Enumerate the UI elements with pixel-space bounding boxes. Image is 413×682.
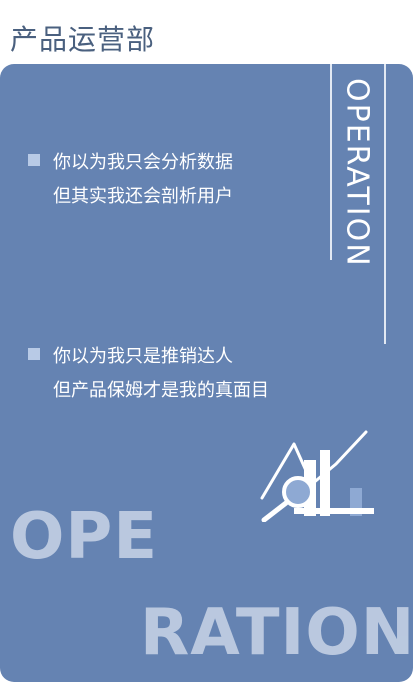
vertical-divider-right bbox=[384, 64, 386, 344]
analytics-magnifier-chart-icon bbox=[260, 430, 374, 522]
statement-line: 但产品保姆才是我的真面目 bbox=[53, 380, 269, 401]
statement-line: 但其实我还会剖析用户 bbox=[53, 186, 233, 207]
bullet-square bbox=[28, 154, 40, 166]
info-card: OPERATION 你以为我只会分析数据 但其实我还会剖析用户 你以为我只是推销… bbox=[0, 64, 413, 682]
side-label: OPERATION bbox=[339, 77, 375, 268]
vertical-divider-left bbox=[330, 64, 332, 260]
background-word-part2: RATION bbox=[140, 596, 413, 670]
page-title: 产品运营部 bbox=[10, 23, 156, 56]
background-word-part1: OPE bbox=[10, 500, 159, 574]
statement-line: 你以为我只会分析数据 bbox=[53, 152, 233, 173]
bullet-square bbox=[28, 348, 40, 360]
statement-line: 你以为我只是推销达人 bbox=[53, 346, 233, 367]
